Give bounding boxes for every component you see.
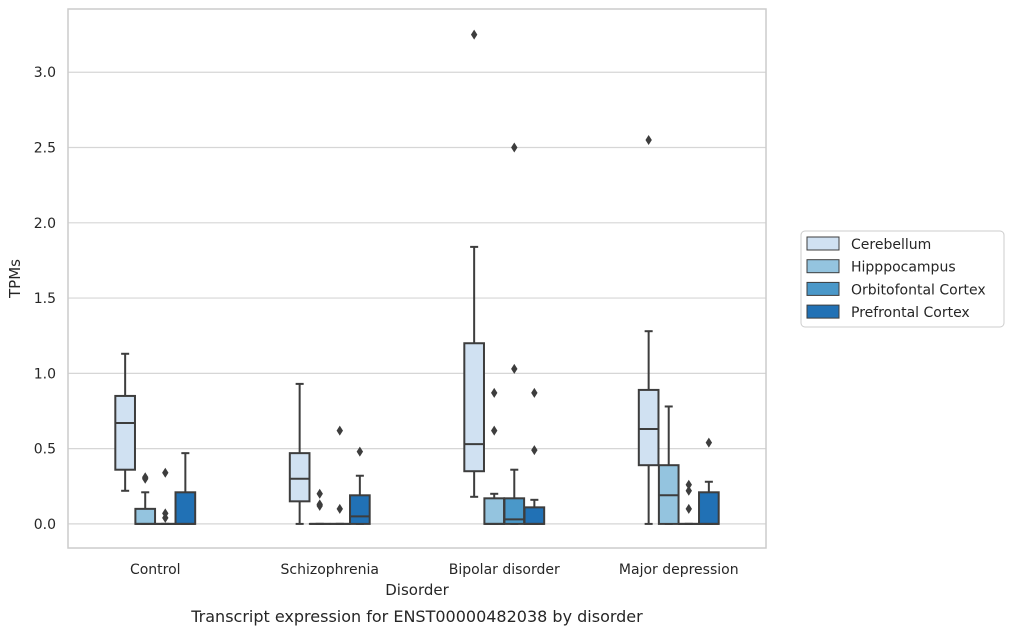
x-tick-label: Schizophrenia bbox=[281, 562, 379, 578]
box-cerebellum bbox=[637, 134, 660, 525]
box-body bbox=[349, 494, 371, 525]
outlier-point bbox=[316, 488, 323, 499]
outlier-point bbox=[705, 437, 713, 448]
box-prefrontal-cortex bbox=[349, 446, 371, 525]
plot-frame bbox=[67, 8, 767, 549]
x-tick-label: Control bbox=[130, 562, 181, 578]
box-orbitofontal-cortex bbox=[154, 467, 177, 525]
outlier-point bbox=[531, 387, 538, 398]
box-body bbox=[483, 497, 506, 525]
legend-swatch bbox=[806, 304, 840, 319]
box-body bbox=[174, 491, 197, 525]
legend-swatch bbox=[806, 236, 840, 251]
box-cerebellum bbox=[288, 382, 311, 525]
y-tick-label: 1.5 bbox=[34, 291, 56, 307]
outlier-point bbox=[531, 445, 538, 456]
box-body bbox=[637, 388, 660, 467]
outlier-point bbox=[142, 472, 149, 483]
box-orbitofontal-cortex bbox=[677, 479, 700, 525]
box-orbitofontal-cortex bbox=[503, 142, 526, 525]
legend-label: Hipppocampus bbox=[851, 260, 956, 276]
outlier-point bbox=[491, 387, 498, 398]
legend-swatch bbox=[806, 281, 840, 296]
axes: 0.0 0.5 1.0 1.5 2.0 2.5 3.0 Control Schizophreni… bbox=[34, 65, 739, 578]
box-body bbox=[698, 491, 720, 525]
legend-label: Cerebellum bbox=[851, 237, 931, 253]
box-hipppocampus bbox=[483, 387, 506, 525]
box-hipppocampus bbox=[308, 488, 331, 525]
box-body bbox=[463, 342, 485, 473]
box-body bbox=[523, 506, 546, 525]
box-prefrontal-cortex bbox=[174, 452, 197, 525]
outlier-point bbox=[511, 142, 518, 153]
outlier-point bbox=[685, 485, 692, 496]
grid-lines bbox=[68, 71, 766, 525]
box-cerebellum bbox=[114, 352, 136, 492]
outlier-point bbox=[162, 508, 169, 519]
box-cerebellum bbox=[463, 29, 485, 498]
outlier-point bbox=[491, 425, 498, 436]
box-hipppocampus bbox=[134, 472, 157, 525]
box-orbitofontal-cortex bbox=[328, 425, 351, 525]
box-hipppocampus bbox=[657, 405, 680, 525]
outlier-point bbox=[162, 467, 169, 478]
box-body bbox=[114, 394, 136, 471]
box-body bbox=[134, 507, 157, 525]
box-body bbox=[288, 452, 311, 503]
figure-caption: Transcript expression for ENST0000048203… bbox=[190, 607, 643, 626]
y-tick-label: 2.5 bbox=[34, 141, 56, 157]
box-prefrontal-cortex bbox=[523, 387, 546, 525]
legend-frame bbox=[800, 230, 1005, 328]
y-tick-label: 0.0 bbox=[34, 517, 56, 533]
x-axis-label: Disorder bbox=[385, 581, 449, 599]
y-tick-label: 2.0 bbox=[34, 216, 56, 232]
y-tick-label: 3.0 bbox=[34, 65, 56, 81]
legend-swatch bbox=[806, 259, 840, 274]
outlier-point bbox=[511, 363, 518, 374]
outlier-point bbox=[336, 503, 343, 514]
outlier-point bbox=[316, 499, 323, 510]
y-tick-label: 0.5 bbox=[34, 442, 56, 458]
legend-label: Prefrontal Cortex bbox=[851, 305, 970, 321]
outlier-point bbox=[356, 446, 364, 457]
y-tick-label: 1.0 bbox=[34, 366, 56, 382]
box-prefrontal-cortex bbox=[698, 437, 720, 525]
outlier-point bbox=[685, 503, 692, 514]
outlier-point bbox=[470, 29, 478, 40]
plot-marks bbox=[114, 29, 720, 525]
y-axis-label: TPMs bbox=[6, 259, 24, 299]
outlier-point bbox=[685, 479, 692, 490]
legend-label: Orbitofontal Cortex bbox=[851, 282, 986, 298]
outlier-point bbox=[336, 425, 343, 436]
outlier-point bbox=[645, 134, 652, 145]
legend: Cerebellum Hipppocampus Orbitofontal Corte… bbox=[800, 230, 1005, 328]
x-tick-label: Bipolar disorder bbox=[449, 562, 560, 578]
x-tick-label: Major depression bbox=[619, 562, 739, 578]
